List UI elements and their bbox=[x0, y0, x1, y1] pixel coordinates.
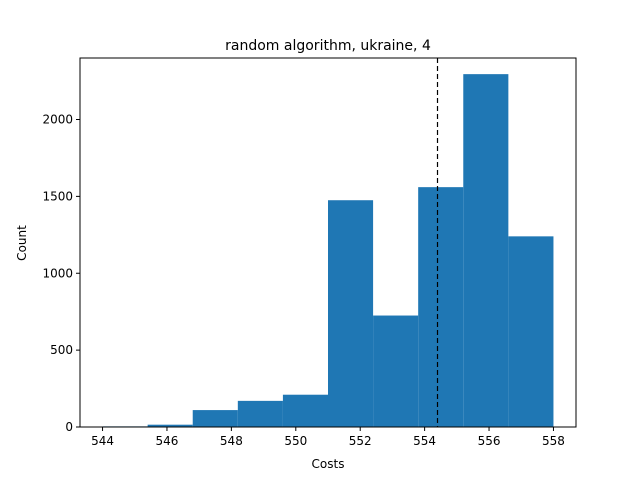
histogram-bar-7 bbox=[418, 187, 464, 427]
y-axis-ticks: 0 500 1000 1500 2000 bbox=[42, 113, 80, 434]
x-tick-label: 552 bbox=[349, 434, 372, 448]
x-axis-ticks: 544 546 548 550 552 554 556 558 bbox=[91, 427, 565, 448]
x-tick-label: 548 bbox=[220, 434, 243, 448]
histogram-bars bbox=[102, 74, 554, 428]
x-tick-label: 550 bbox=[284, 434, 307, 448]
y-tick-label: 1500 bbox=[42, 189, 73, 203]
histogram-bar-2 bbox=[192, 410, 238, 427]
x-tick-label: 556 bbox=[478, 434, 501, 448]
histogram-bar-4 bbox=[282, 394, 328, 427]
histogram-bar-8 bbox=[463, 74, 509, 428]
histogram-bar-6 bbox=[373, 315, 419, 427]
y-tick-label: 500 bbox=[50, 343, 73, 357]
x-tick-label: 554 bbox=[413, 434, 436, 448]
histogram-bar-1 bbox=[147, 424, 193, 427]
histogram-bar-3 bbox=[237, 400, 283, 427]
chart-title: random algorithm, ukraine, 4 bbox=[225, 38, 431, 54]
x-axis-label: Costs bbox=[312, 457, 345, 471]
x-tick-label: 558 bbox=[542, 434, 565, 448]
x-tick-label: 546 bbox=[156, 434, 179, 448]
histogram-bar-9 bbox=[508, 236, 554, 427]
histogram-bar-5 bbox=[328, 200, 374, 427]
plot-frame bbox=[79, 57, 577, 428]
x-tick-label: 544 bbox=[91, 434, 114, 448]
y-tick-label: 1000 bbox=[42, 266, 73, 280]
y-axis-label: Count bbox=[15, 225, 29, 261]
y-tick-label: 0 bbox=[65, 420, 73, 434]
y-tick-label: 2000 bbox=[42, 113, 73, 127]
